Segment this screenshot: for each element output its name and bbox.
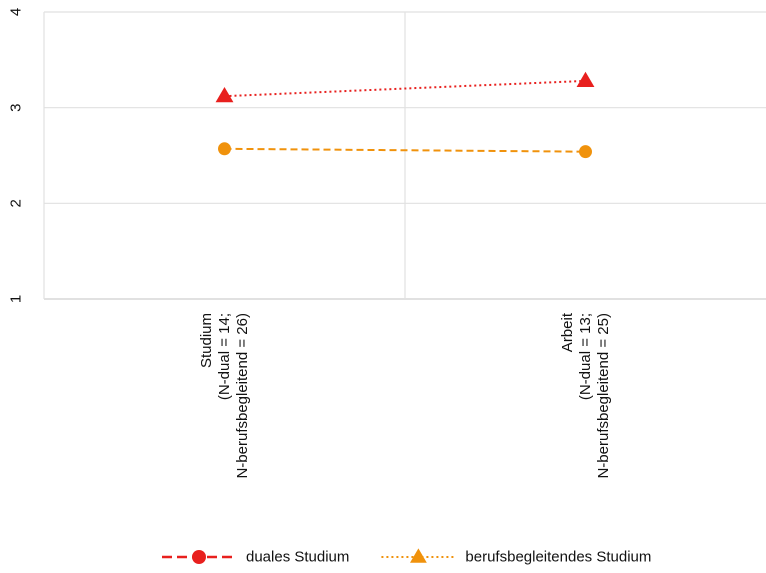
y-tick-label-2: 2 — [8, 199, 25, 207]
category-label-line: (N-dual = 14; — [216, 313, 233, 400]
legend-item-0: duales Studium — [162, 549, 349, 566]
series-1-point-0 — [215, 87, 234, 103]
series-1-point-1 — [576, 71, 595, 87]
legend: duales Studium berufsbegleitendes Studium — [162, 548, 651, 566]
category-label-line: Studium — [198, 313, 215, 368]
y-tick-label-4: 4 — [8, 8, 25, 16]
category-label-0: Studium (N-dual = 14; N-berufsbegleitend =… — [198, 313, 251, 479]
y-axis: 1 2 3 4 — [8, 8, 25, 303]
category-label-1: Arbeit (N-dual = 13; N-berufsbegleitend = … — [559, 312, 612, 478]
series-line-1 — [224, 79, 586, 98]
y-tick-label-1: 1 — [8, 295, 25, 303]
legend-item-1: berufsbegleitendes Studium — [381, 548, 651, 566]
legend-marker-1 — [410, 548, 427, 563]
legend-label-1: berufsbegleitendes Studium — [465, 549, 651, 566]
category-label-line: Arbeit — [559, 312, 576, 352]
series-layer — [215, 71, 595, 159]
grid-lines — [43, 11, 766, 300]
category-label-line: (N-dual = 13; — [577, 313, 594, 400]
x-axis: Studium (N-dual = 14; N-berufsbegleitend =… — [198, 312, 612, 478]
y-tick-label-3: 3 — [8, 103, 25, 111]
series-0-point-1 — [579, 145, 592, 159]
category-label-line: N-berufsbegleitend = 25) — [595, 313, 612, 479]
legend-marker-0 — [192, 550, 206, 564]
legend-label-0: duales Studium — [246, 549, 349, 566]
series-0-point-0 — [218, 142, 231, 156]
category-label-line: N-berufsbegleitend = 26) — [234, 313, 251, 479]
series-line-0 — [224, 147, 586, 153]
